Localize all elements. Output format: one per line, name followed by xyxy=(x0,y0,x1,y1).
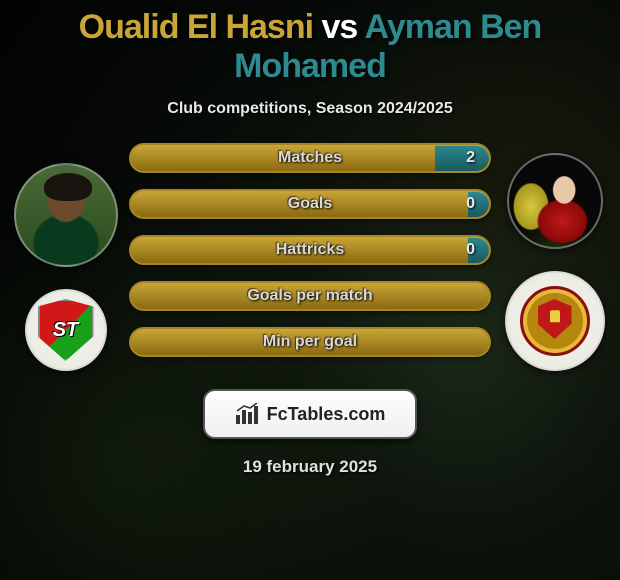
subtitle: Club competitions, Season 2024/2025 xyxy=(0,100,620,118)
player1-club-badge xyxy=(25,289,107,371)
stat-right-value: 0 xyxy=(466,191,475,217)
stat-label: Goals xyxy=(131,191,489,217)
player2-avatar xyxy=(507,153,603,249)
page-title: Oualid El Hasni vs Ayman Ben Mohamed xyxy=(0,0,620,86)
right-column xyxy=(497,143,612,371)
player1-name: Oualid El Hasni xyxy=(79,8,313,46)
stat-bar: Hattricks0 xyxy=(129,235,491,265)
club-shield-icon xyxy=(520,286,590,356)
left-column xyxy=(8,143,123,371)
club-shield-icon xyxy=(38,299,94,361)
stat-label: Min per goal xyxy=(131,329,489,355)
player2-club-badge xyxy=(505,271,605,371)
stat-label: Hattricks xyxy=(131,237,489,263)
main-row: Matches2Goals0Hattricks0Goals per matchM… xyxy=(0,143,620,373)
branding-text: FcTables.com xyxy=(267,404,386,425)
snapshot-date: 19 february 2025 xyxy=(0,457,620,477)
stat-label: Matches xyxy=(131,145,489,171)
vs-separator: vs xyxy=(322,8,358,46)
branding-pill: FcTables.com xyxy=(203,389,417,439)
stat-bar: Goals per match xyxy=(129,281,491,311)
player1-avatar xyxy=(14,163,118,267)
stat-label: Goals per match xyxy=(131,283,489,309)
stat-right-value: 0 xyxy=(466,237,475,263)
stat-right-value: 2 xyxy=(466,145,475,171)
stat-bar: Matches2 xyxy=(129,143,491,173)
stat-bar: Goals0 xyxy=(129,189,491,219)
stat-bars: Matches2Goals0Hattricks0Goals per matchM… xyxy=(123,143,497,373)
comparison-card: Oualid El Hasni vs Ayman Ben Mohamed Clu… xyxy=(0,0,620,477)
stat-bar: Min per goal xyxy=(129,327,491,357)
bar-chart-icon xyxy=(235,403,261,425)
